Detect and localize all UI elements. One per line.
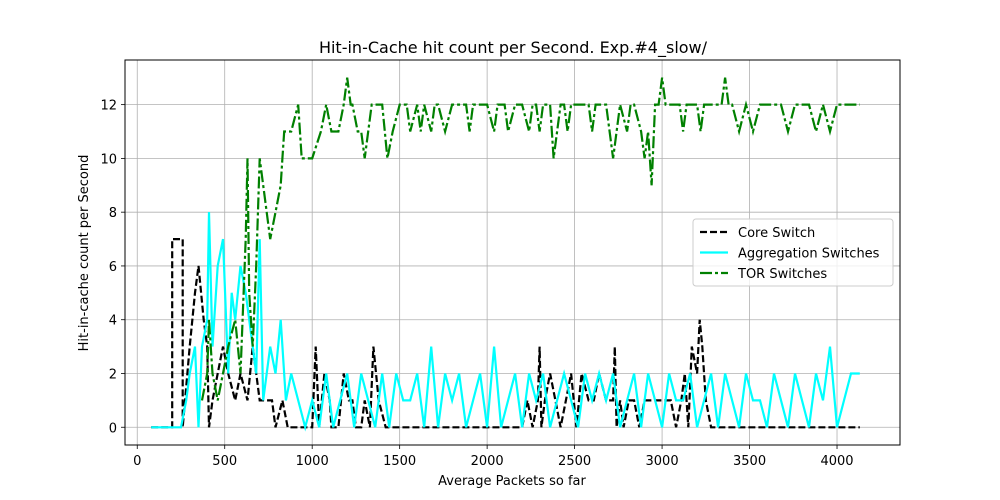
y-axis-ticks: 0 2 4 6 8 10 12: [100, 99, 125, 436]
y-tick-label: 0: [109, 421, 117, 436]
x-tick-label: 0: [133, 454, 141, 469]
legend-label-core-switch: Core Switch: [738, 226, 815, 241]
series-line-tor-switches: [200, 77, 860, 401]
x-axis-label: Average Packets so far: [438, 474, 586, 489]
y-tick-label: 12: [100, 99, 117, 114]
x-tick-label: 3500: [733, 454, 766, 469]
y-tick-label: 10: [100, 152, 117, 167]
legend-label-aggregation-switches: Aggregation Switches: [738, 247, 880, 262]
series-layer: [151, 77, 860, 432]
x-tick-label: 500: [212, 454, 237, 469]
x-tick-label: 1500: [383, 454, 416, 469]
plot-frame: [124, 59, 901, 446]
y-tick-label: 4: [109, 314, 117, 329]
x-axis-ticks: 0 500 1000 1500 2000 2500 3000 3500 4000: [133, 445, 854, 469]
y-tick-label: 2: [109, 367, 117, 382]
series-line-core-switch: [151, 238, 860, 429]
series-line-aggregation-switches: [151, 212, 860, 432]
chart-title: Hit-in-Cache hit count per Second. Exp.#…: [319, 38, 708, 58]
x-tick-label: 2000: [471, 454, 504, 469]
y-tick-label: 6: [109, 260, 117, 275]
x-tick-label: 3000: [646, 454, 679, 469]
x-tick-label: 4000: [820, 454, 853, 469]
y-tick-label: 8: [109, 206, 117, 221]
legend-label-tor-switches: TOR Switches: [737, 267, 827, 282]
x-tick-label: 1000: [296, 454, 329, 469]
legend-box: [692, 218, 894, 287]
x-tick-label: 2500: [558, 454, 591, 469]
y-axis-label: Hit-in-cache count per Second: [77, 155, 92, 352]
legend: Core Switch Aggregation Switches TOR Switc…: [692, 218, 894, 287]
